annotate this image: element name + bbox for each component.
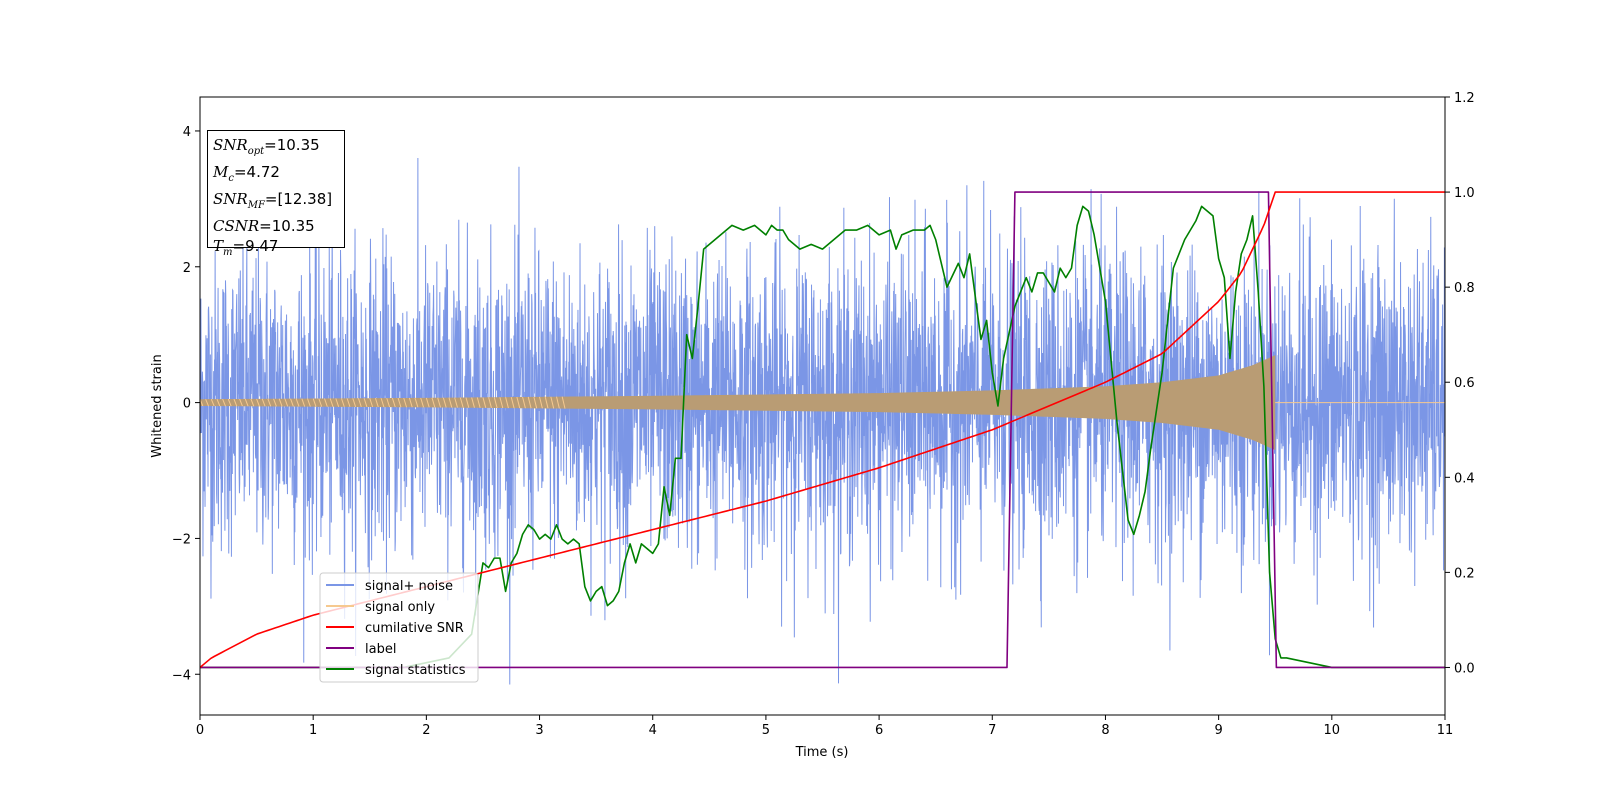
y-axis-left: 4 2 0 −2 −4 (172, 125, 200, 683)
label-line (200, 191, 1445, 669)
annotation-csnr: CSNR=10.35 (213, 217, 315, 235)
legend-frame (319, 572, 479, 683)
plot-area (200, 157, 1445, 685)
annotation-snr-opt: SNRopt=10.35 (213, 136, 320, 157)
legend-entry: signal statistics (365, 663, 466, 678)
x-tick-label: 7 (988, 723, 996, 738)
annotation-mc: Mc=4.72 (213, 163, 280, 184)
x-tick-label: 4 (649, 723, 657, 738)
y-right-tick-label: 0.6 (1454, 376, 1475, 391)
x-tick-label: 10 (1324, 723, 1341, 738)
x-tick-label: 0 (196, 723, 204, 738)
signal-only-oscillation (200, 396, 566, 409)
x-axis: 0 1 2 3 4 5 6 7 8 9 10 11 (196, 715, 1453, 738)
x-tick-label: 3 (535, 723, 543, 738)
annotation-tm: Tm=9.47 (213, 237, 279, 258)
annotation-box: SNRopt=10.35 Mc=4.72 SNRMF=[12.38] CSNR=… (207, 130, 345, 258)
x-tick-label: 6 (875, 723, 883, 738)
y-left-tick-label: −2 (172, 532, 191, 547)
y-left-tick-label: −4 (172, 668, 191, 683)
y-right-tick-label: 0.8 (1454, 281, 1475, 296)
y-right-tick-label: 1.0 (1454, 186, 1475, 201)
legend-entry: signal+ noise (365, 579, 453, 594)
x-tick-label: 11 (1437, 723, 1454, 738)
x-tick-label: 9 (1214, 723, 1222, 738)
signal-only-envelope (200, 355, 1276, 451)
annotation-snr-mf: SNRMF=[12.38] (213, 190, 333, 211)
x-tick-label: 2 (422, 723, 430, 738)
legend-entry: label (365, 642, 396, 657)
y-left-tick-label: 4 (183, 125, 191, 140)
legend-entry: signal only (365, 600, 435, 615)
y-left-tick-label: 0 (183, 397, 191, 412)
x-tick-label: 8 (1101, 723, 1109, 738)
legend-entry: cumilative SNR (365, 621, 464, 636)
signal-statistics-line (200, 205, 1445, 669)
y-axis-right: 1.2 1.0 0.8 0.6 0.4 0.2 0.0 (1445, 91, 1475, 676)
y-axis-label: Whitened strain (150, 354, 165, 457)
x-axis-label: Time (s) (795, 745, 849, 760)
signal-only-series (200, 355, 1445, 451)
legend: signal+ noise signal only cumilative SNR la… (319, 572, 479, 683)
plot-frame (199, 96, 1446, 716)
x-tick-label: 1 (309, 723, 317, 738)
y-right-tick-label: 0.4 (1454, 471, 1475, 486)
y-right-tick-label: 1.2 (1454, 91, 1475, 106)
y-left-tick-label: 2 (183, 261, 191, 276)
x-tick-label: 5 (762, 723, 770, 738)
y-right-tick-label: 0.0 (1454, 661, 1475, 676)
y-right-tick-label: 0.2 (1454, 566, 1475, 581)
